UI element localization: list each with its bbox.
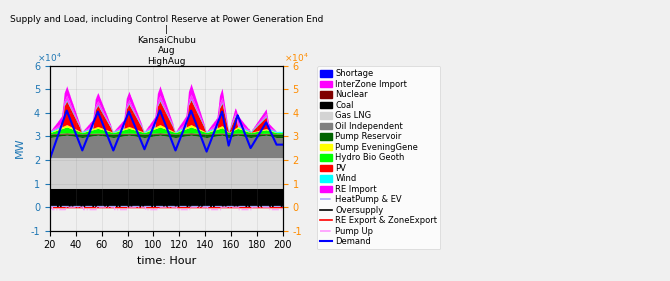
Y-axis label: MW: MW [15,138,25,158]
X-axis label: time: Hour: time: Hour [137,256,196,266]
Text: $\times10^4$: $\times10^4$ [284,51,309,64]
Legend: Shortage, InterZone Import, Nuclear, Coal, Gas LNG, Oil Independent, Pump Reserv: Shortage, InterZone Import, Nuclear, Coa… [318,67,440,249]
Text: $\times10^4$: $\times10^4$ [37,51,62,64]
Title: Supply and Load, including Control Reserve at Power Generation End
|
KansaiChubu: Supply and Load, including Control Reser… [10,15,323,65]
